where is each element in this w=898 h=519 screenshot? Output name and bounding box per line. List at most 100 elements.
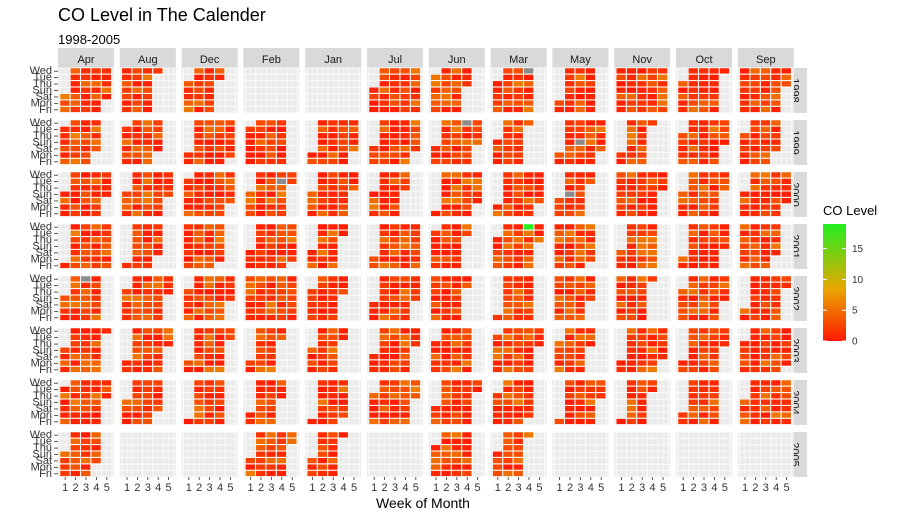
heat-cell <box>749 347 761 354</box>
heat-cell <box>338 139 349 146</box>
heat-cell <box>90 171 102 179</box>
heat-cell <box>193 132 205 139</box>
heat-cell <box>317 275 328 283</box>
y-tick-label: Sun <box>32 137 52 149</box>
heat-cell <box>513 392 524 399</box>
heat-cell <box>70 295 81 302</box>
heat-cell <box>276 282 287 289</box>
heat-cell <box>131 262 143 269</box>
heat-cell <box>770 295 782 302</box>
heat-cell <box>502 126 514 133</box>
heat-cell <box>152 275 164 283</box>
heat-cell <box>770 145 782 152</box>
heat-cell <box>327 132 339 139</box>
heat-cell <box>513 230 524 237</box>
heat-cell <box>760 119 771 127</box>
legend-tick-label: 5 <box>852 306 858 317</box>
heat-cell <box>276 145 287 152</box>
heat-cell <box>657 184 668 191</box>
heat-cell <box>430 418 441 425</box>
heat-cell <box>513 340 524 347</box>
panel-1998-mar <box>490 67 547 114</box>
heat-cell <box>152 210 164 217</box>
x-tick-label: 3 <box>330 482 336 494</box>
heat-cell <box>513 307 524 315</box>
heat-cell <box>523 119 534 127</box>
heat-cell <box>440 327 452 335</box>
heat-cell <box>276 178 287 185</box>
heat-cell <box>317 178 328 185</box>
heat-cell <box>770 334 782 341</box>
heat-cell <box>430 301 441 308</box>
heat-cell <box>688 249 699 256</box>
heat-cell <box>183 99 194 107</box>
panel-1999-nov <box>614 119 671 166</box>
heat-cell <box>193 99 205 107</box>
heat-cell <box>90 67 102 75</box>
x-tick-label: 5 <box>166 482 172 494</box>
heat-cell <box>554 151 565 159</box>
heat-cell <box>327 353 339 360</box>
panel-2000-jul <box>367 171 423 218</box>
heat-cell <box>368 210 380 217</box>
strip-nov <box>614 48 671 70</box>
heat-cell <box>90 392 102 399</box>
heat-cell <box>615 295 627 302</box>
heat-cell <box>451 243 462 250</box>
heat-cell <box>461 463 473 471</box>
heat-cell <box>193 386 205 393</box>
heat-cell <box>430 151 441 159</box>
heat-cell <box>451 139 462 146</box>
heat-cell <box>327 399 339 406</box>
panel-1998-dec <box>181 67 238 114</box>
y-tick-label: Sun <box>32 449 52 461</box>
heat-cell <box>626 93 637 100</box>
heat-cell <box>379 99 390 107</box>
heat-cell <box>389 132 400 139</box>
heat-cell <box>698 334 709 341</box>
heat-cell <box>70 399 81 406</box>
heat-cell <box>502 93 514 100</box>
heat-cell <box>389 255 400 263</box>
heat-cell <box>708 191 720 198</box>
heat-cell <box>338 392 349 399</box>
heat-cell <box>461 327 473 335</box>
heat-cell <box>770 288 782 295</box>
heat-cell <box>90 145 102 152</box>
heat-cell <box>193 184 205 191</box>
y-tick-label: Thu <box>33 234 52 246</box>
heat-cell <box>389 314 400 321</box>
heat-cell <box>193 230 205 237</box>
heat-cell <box>255 307 266 315</box>
heat-cell <box>451 353 462 360</box>
heat-cell <box>265 236 277 243</box>
heat-cell <box>306 470 318 477</box>
heat-cell <box>502 230 514 237</box>
heat-cell <box>636 255 648 263</box>
x-tick-label: 5 <box>722 482 728 494</box>
heat-cell <box>626 418 637 425</box>
heat-cell <box>636 301 648 308</box>
heat-cell <box>90 288 102 295</box>
heat-cell <box>451 451 462 458</box>
heat-cell <box>193 139 205 146</box>
heat-cell <box>286 255 298 263</box>
heat-cell <box>677 132 689 139</box>
heat-cell <box>183 178 194 185</box>
heat-cell <box>523 255 534 263</box>
heat-cell <box>677 93 689 100</box>
heat-cell <box>265 223 277 231</box>
heat-cell <box>770 353 782 360</box>
heat-cell <box>492 314 503 321</box>
y-tick-label: Wed <box>30 273 52 285</box>
heat-cell <box>440 255 452 263</box>
heat-cell <box>533 171 545 179</box>
heat-cell <box>224 126 236 133</box>
heat-cell <box>70 223 81 231</box>
heat-cell <box>131 379 143 387</box>
heat-cell <box>265 282 277 289</box>
heat-cell <box>698 327 709 335</box>
heat-cell <box>513 203 524 211</box>
heat-cell <box>389 243 400 250</box>
heat-cell <box>142 386 153 393</box>
